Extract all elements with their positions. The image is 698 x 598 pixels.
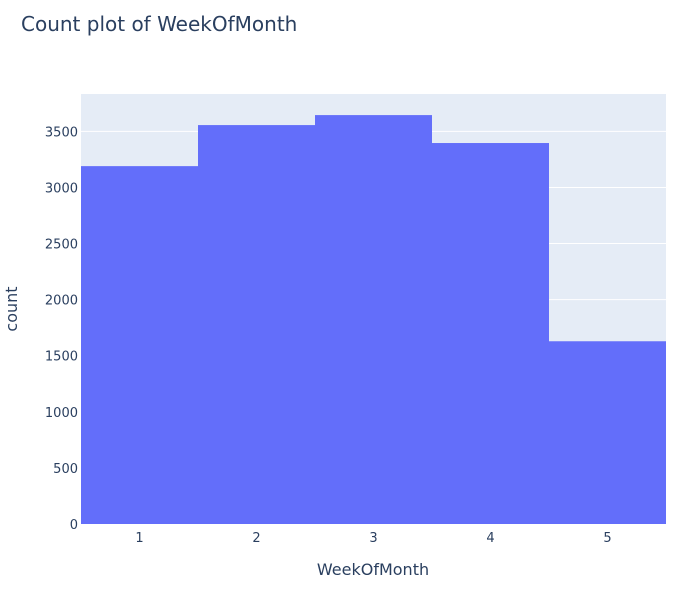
chart-title: Count plot of WeekOfMonth — [21, 12, 298, 36]
y-tick-label: 2000 — [45, 294, 78, 309]
y-tick-label: 0 — [70, 518, 78, 533]
bar-3[interactable] — [315, 115, 432, 525]
x-tick-label: 3 — [369, 531, 377, 546]
x-tick-label: 2 — [252, 531, 260, 546]
y-tick-label: 2500 — [45, 238, 78, 253]
y-axis-title: count — [2, 286, 21, 331]
y-tick-label: 1000 — [45, 406, 78, 421]
bar-2[interactable] — [198, 125, 315, 524]
y-tick-label: 500 — [53, 462, 78, 477]
x-tick-label: 1 — [135, 531, 143, 546]
bar-1[interactable] — [81, 166, 198, 524]
bar-4[interactable] — [432, 143, 549, 524]
x-tick-label: 4 — [486, 531, 494, 546]
y-tick-label: 1500 — [45, 350, 78, 365]
y-tick-label: 3500 — [45, 125, 78, 140]
x-tick-label: 5 — [603, 531, 611, 546]
x-axis-title: WeekOfMonth — [317, 560, 429, 579]
bar-5[interactable] — [549, 341, 666, 524]
y-tick-label: 3000 — [45, 181, 78, 196]
